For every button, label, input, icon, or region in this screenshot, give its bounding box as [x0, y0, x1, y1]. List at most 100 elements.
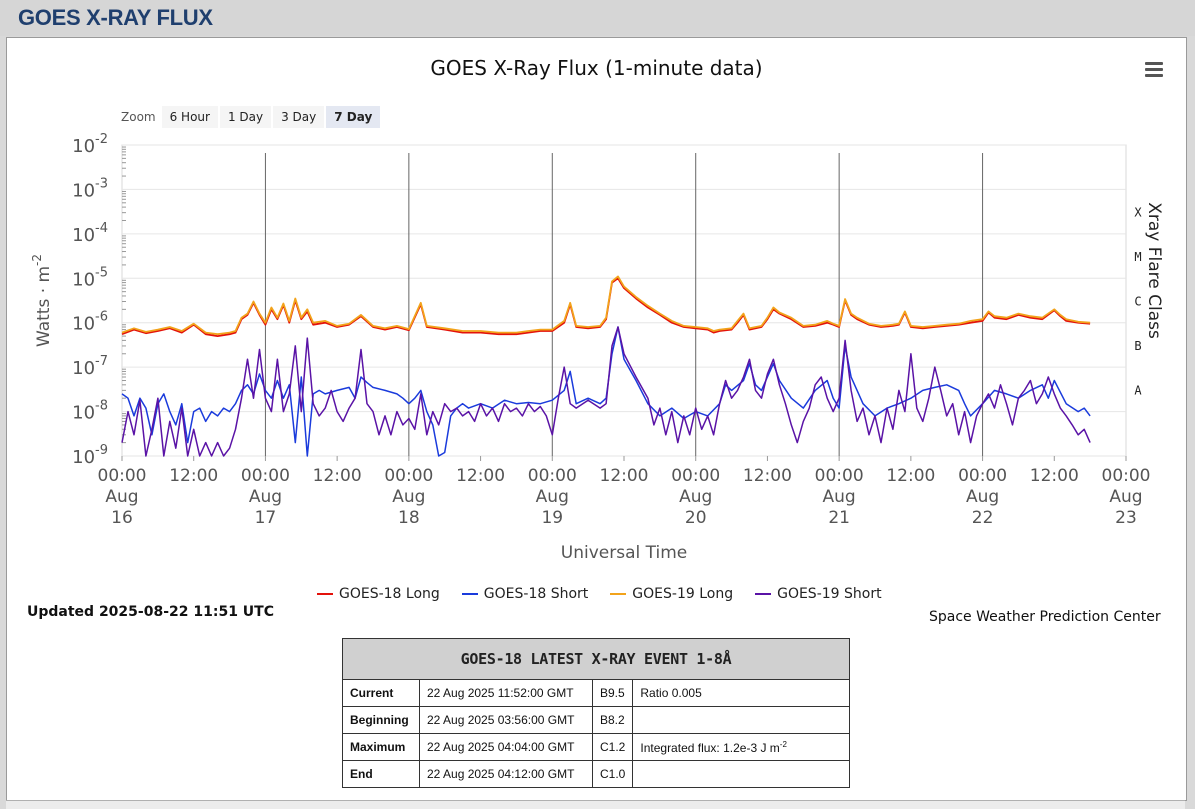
latest-xray-event-table: GOES-18 LATEST X-RAY EVENT 1-8Å Current …	[342, 638, 850, 788]
series-line-goes-19-long	[121, 275, 1091, 336]
y-tick-label: 10-6	[72, 310, 108, 335]
x-tick-label: 22	[972, 508, 994, 528]
x-tick-label: 12:00	[743, 466, 792, 486]
row-label: Current	[342, 679, 420, 707]
row-class: C1.0	[591, 760, 634, 788]
x-tick-label: 12:00	[456, 466, 505, 486]
legend-swatch	[610, 593, 627, 595]
y-tick-label: 10-5	[72, 265, 108, 290]
x-tick-label: 12:00	[169, 466, 218, 486]
legend-label: GOES-19 Short	[777, 586, 882, 602]
flare-class-label: B	[1134, 339, 1141, 353]
x-tick-label: 00:00	[958, 466, 1007, 486]
x-tick-label: 00:00	[98, 466, 147, 486]
row-extra: Ratio 0.005	[632, 679, 850, 707]
hamburger-icon-bar	[1145, 68, 1163, 71]
flare-class-label: M	[1134, 250, 1141, 264]
x-tick-label: 00:00	[528, 466, 577, 486]
x-tick-label: Aug	[249, 487, 282, 507]
x-tick-label: 19	[541, 508, 563, 528]
table-row: End 22 Aug 2025 04:12:00 GMT C1.0	[342, 760, 850, 788]
x-tick-label: 17	[255, 508, 277, 528]
x-tick-label: 00:00	[384, 466, 433, 486]
x-tick-label: Aug	[536, 487, 569, 507]
page-title: GOES X-RAY FLUX	[18, 5, 213, 30]
legend-label: GOES-18 Long	[339, 586, 440, 602]
xray-flux-chart: 10-210-310-410-510-610-710-810-900:00Aug…	[30, 132, 1164, 563]
x-tick-label: 20	[685, 508, 707, 528]
x-tick-label: 16	[111, 508, 133, 528]
y-axis-title: Watts · m-2	[30, 254, 54, 347]
bottom-strip	[6, 800, 1185, 809]
zoom-6-hour-button[interactable]: 6 Hour	[161, 106, 218, 128]
x-tick-label: Aug	[679, 487, 712, 507]
y-tick-label: 10-8	[72, 399, 108, 424]
plot-area	[121, 144, 1127, 457]
x-tick-label: 12:00	[1030, 466, 1079, 486]
x-tick-label: Aug	[1109, 487, 1142, 507]
legend-swatch	[755, 593, 772, 595]
hamburger-icon	[1145, 62, 1163, 65]
x-tick-label: 21	[828, 508, 850, 528]
y-tick-label: 10-4	[72, 221, 108, 246]
flare-class-label: X	[1134, 206, 1142, 220]
page-header: GOES X-RAY FLUX	[0, 0, 1195, 36]
x-tick-label: 00:00	[671, 466, 720, 486]
y-tick-label: 10-7	[72, 354, 108, 379]
table-row: Current 22 Aug 2025 11:52:00 GMT B9.5 Ra…	[342, 679, 850, 707]
chart-menu-button[interactable]	[1145, 62, 1163, 78]
legend-label: GOES-19 Long	[632, 586, 734, 602]
updated-timestamp: Updated 2025-08-22 11:51 UTC	[27, 604, 274, 620]
event-table-title: GOES-18 LATEST X-RAY EVENT 1-8Å	[342, 638, 850, 680]
legend-label: GOES-18 Short	[483, 586, 589, 602]
x-tick-label: Aug	[966, 487, 999, 507]
hamburger-icon-bar	[1145, 74, 1163, 77]
chart-title: GOES X-Ray Flux (1-minute data)	[430, 56, 763, 80]
row-time: 22 Aug 2025 04:12:00 GMT	[419, 760, 593, 788]
legend-item-goes-18-short[interactable]: GOES-18 Short	[461, 586, 589, 602]
row-class: B9.5	[591, 679, 634, 707]
row-extra	[632, 706, 850, 734]
x-tick-label: 00:00	[241, 466, 290, 486]
flare-class-label: C	[1134, 295, 1141, 309]
row-time: 22 Aug 2025 03:56:00 GMT	[419, 706, 593, 734]
flare-class-label: A	[1134, 383, 1142, 397]
right-axis-title: Xray Flare Class	[1144, 202, 1164, 339]
legend-item-goes-19-long[interactable]: GOES-19 Long	[610, 586, 733, 602]
legend-swatch	[317, 593, 333, 595]
legend-item-goes-19-short[interactable]: GOES-19 Short	[755, 586, 882, 602]
row-label: Beginning	[342, 706, 420, 734]
row-label: Maximum	[342, 733, 420, 761]
y-tick-label: 10-9	[72, 443, 108, 468]
zoom-bar: Zoom 6 Hour 1 Day 3 Day 7 Day	[121, 105, 382, 129]
x-tick-label: 23	[1115, 508, 1137, 528]
row-extra: Integrated flux: 1.2e-3 J m-2	[632, 733, 850, 761]
zoom-label: Zoom	[121, 110, 156, 124]
x-axis-title: Universal Time	[561, 543, 687, 563]
x-tick-label: 12:00	[313, 466, 362, 486]
x-tick-label: 12:00	[886, 466, 935, 486]
x-tick-label: 12:00	[600, 466, 649, 486]
table-row: Beginning 22 Aug 2025 03:56:00 GMT B8.2	[342, 706, 850, 734]
integrated-flux-unit-exp: -2	[779, 739, 787, 749]
x-tick-label: Aug	[392, 487, 425, 507]
x-tick-label: 18	[398, 508, 420, 528]
credit-text: Space Weather Prediction Center	[929, 609, 1161, 625]
integrated-flux-text: Integrated flux: 1.2e-3 J m	[640, 740, 780, 755]
legend-swatch	[461, 593, 478, 595]
y-tick-label: 10-2	[72, 132, 108, 157]
x-tick-label: Aug	[823, 487, 856, 507]
row-class: B8.2	[591, 706, 634, 734]
zoom-7-day-button[interactable]: 7 Day	[326, 106, 381, 128]
legend-item-goes-18-long[interactable]: GOES-18 Long	[317, 586, 440, 602]
series-line-goes-18-long	[121, 277, 1091, 337]
x-tick-label: 00:00	[1102, 466, 1151, 486]
x-tick-label: Aug	[105, 487, 138, 507]
zoom-3-day-button[interactable]: 3 Day	[273, 106, 325, 128]
series-line-goes-18-short	[121, 326, 1091, 457]
table-row: Maximum 22 Aug 2025 04:04:00 GMT C1.2 In…	[342, 733, 850, 761]
series-line-goes-19-short	[121, 326, 1091, 457]
row-time: 22 Aug 2025 11:52:00 GMT	[419, 679, 593, 707]
row-time: 22 Aug 2025 04:04:00 GMT	[419, 733, 593, 761]
zoom-1-day-button[interactable]: 1 Day	[219, 106, 272, 128]
